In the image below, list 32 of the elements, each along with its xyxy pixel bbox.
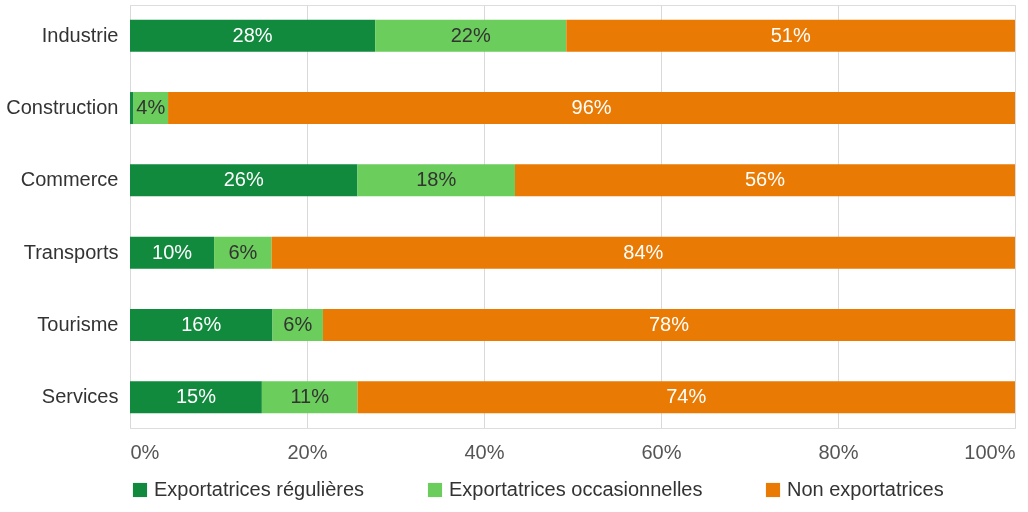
y-tick-label: Services: [41, 385, 119, 408]
data-label: 22%: [450, 23, 491, 46]
legend-label: Exportatrices régulières: [154, 478, 365, 500]
data-label: 11%: [290, 385, 330, 408]
x-tick-label: 40%: [464, 440, 505, 463]
data-label: 96%: [571, 96, 612, 119]
data-label: 16%: [181, 312, 222, 335]
data-label: 6%: [228, 240, 258, 263]
data-label: 84%: [623, 240, 664, 263]
data-label: 28%: [232, 23, 273, 46]
data-label: 56%: [744, 168, 786, 191]
data-label: 74%: [666, 385, 707, 408]
x-tick-label: 100%: [964, 440, 1016, 463]
legend-label: Exportatrices occasionnelles: [449, 478, 703, 500]
x-tick-label: 0%: [130, 440, 160, 463]
y-tick-label: Commerce: [20, 168, 119, 191]
x-tick-label: 20%: [287, 440, 328, 463]
y-tick-label: Tourisme: [37, 312, 119, 335]
data-label: 18%: [416, 168, 457, 191]
data-label: 15%: [175, 385, 217, 408]
y-tick-label: Construction: [6, 96, 119, 119]
data-label: 51%: [770, 23, 811, 46]
data-label: 6%: [283, 312, 313, 335]
data-label: 10%: [152, 240, 193, 263]
data-label: 26%: [223, 168, 264, 191]
data-label: 4%: [136, 96, 166, 119]
x-tick-label: 60%: [641, 440, 682, 463]
y-tick-label: Transports: [23, 240, 119, 263]
legend-label: Non exportatrices: [787, 478, 944, 500]
y-tick-label: Industrie: [41, 23, 119, 46]
x-tick-label: 80%: [818, 440, 859, 463]
data-label: 78%: [648, 312, 690, 335]
